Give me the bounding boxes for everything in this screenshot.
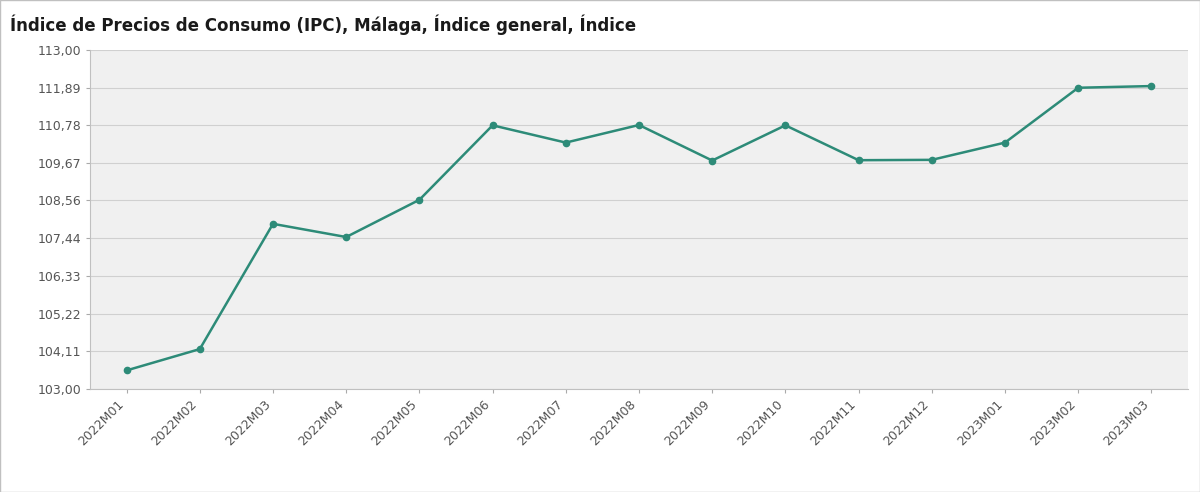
Text: Índice de Precios de Consumo (IPC), Málaga, Índice general, Índice: Índice de Precios de Consumo (IPC), Mála… (10, 15, 636, 35)
